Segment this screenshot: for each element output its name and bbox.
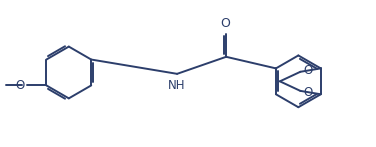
Text: O: O (304, 86, 313, 99)
Text: O: O (220, 17, 230, 30)
Text: NH: NH (168, 79, 186, 92)
Text: O: O (15, 79, 24, 92)
Text: O: O (304, 64, 313, 77)
